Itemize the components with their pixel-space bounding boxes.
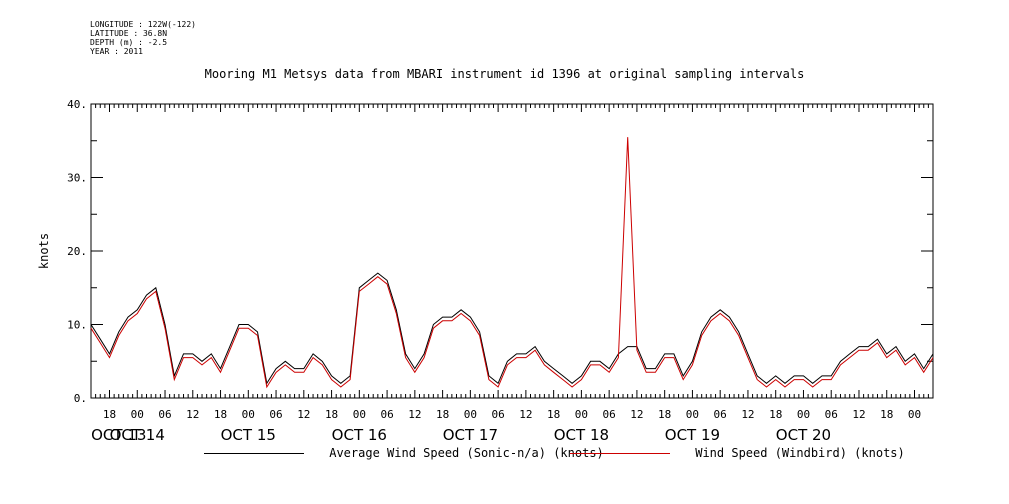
x-hour-label: 00 <box>575 408 588 421</box>
x-hour-label: 00 <box>908 408 921 421</box>
x-hour-label: 12 <box>297 408 310 421</box>
legend-swatch-red <box>570 453 670 454</box>
x-hour-label: 18 <box>325 408 338 421</box>
x-day-label: OCT 19 <box>665 426 720 444</box>
x-hour-label: 00 <box>242 408 255 421</box>
x-hour-label: 12 <box>519 408 532 421</box>
x-hour-label: 12 <box>852 408 865 421</box>
x-hour-label: 18 <box>658 408 671 421</box>
x-hour-label: 12 <box>408 408 421 421</box>
meta-year: YEAR : 2011 <box>90 47 143 56</box>
y-tick-label: 30. <box>67 172 87 185</box>
x-hour-label: 18 <box>880 408 893 421</box>
x-hour-label: 12 <box>741 408 754 421</box>
legend-item-windbird: Wind Speed (Windbird) (knots) <box>570 446 905 460</box>
legend-item-average-wind: Average Wind Speed (Sonic-n/a) (knots) <box>204 446 604 460</box>
x-hour-label: 12 <box>630 408 643 421</box>
legend-label-average-wind: Average Wind Speed (Sonic-n/a) (knots) <box>329 446 604 460</box>
legend-swatch-black <box>204 453 304 454</box>
x-hour-label: 06 <box>380 408 393 421</box>
x-hour-label: 00 <box>353 408 366 421</box>
x-hour-label: 00 <box>464 408 477 421</box>
x-hour-label: 06 <box>714 408 727 421</box>
x-hour-label: 06 <box>269 408 282 421</box>
x-hour-label: 06 <box>491 408 504 421</box>
x-hour-label: 06 <box>825 408 838 421</box>
x-day-label: OCT 20 <box>776 426 831 444</box>
legend-label-windbird: Wind Speed (Windbird) (knots) <box>695 446 905 460</box>
y-axis-label: knots <box>37 233 51 269</box>
x-day-label: OCT 13 <box>91 426 146 444</box>
x-hour-label: 18 <box>547 408 560 421</box>
x-hour-label: 00 <box>131 408 144 421</box>
series-line-windbird <box>90 137 934 389</box>
x-day-label: OCT 16 <box>332 426 387 444</box>
x-hour-label: 18 <box>214 408 227 421</box>
plot-frame <box>90 103 934 399</box>
x-hour-label: 06 <box>603 408 616 421</box>
y-tick-label: 10. <box>67 319 87 332</box>
y-tick-label: 20. <box>67 245 87 258</box>
x-day-label: OCT 17 <box>443 426 498 444</box>
chart-title: Mooring M1 Metsys data from MBARI instru… <box>204 67 805 81</box>
meta-depth: DEPTH (m) : -2.5 <box>90 38 168 47</box>
x-hour-label: 18 <box>436 408 449 421</box>
metadata-block: LONGITUDE : 122W(-122) LATITUDE : 36.8N … <box>90 20 196 56</box>
meta-longitude: LONGITUDE : 122W(-122) <box>90 20 196 29</box>
x-hour-label: 18 <box>103 408 116 421</box>
meta-latitude: LATITUDE : 36.8N <box>90 29 168 38</box>
x-hour-label: 12 <box>186 408 199 421</box>
x-day-label: OCT 15 <box>221 426 276 444</box>
x-hour-label: 00 <box>797 408 810 421</box>
y-tick-label: 0. <box>74 392 87 405</box>
x-day-label: OCT 18 <box>554 426 609 444</box>
x-hour-label: 00 <box>686 408 699 421</box>
x-hour-label: 18 <box>769 408 782 421</box>
x-day-label: OCT 14 <box>110 426 165 444</box>
series-line-average-wind <box>90 272 934 385</box>
y-tick-label: 40. <box>67 98 87 111</box>
x-hour-label: 06 <box>158 408 171 421</box>
